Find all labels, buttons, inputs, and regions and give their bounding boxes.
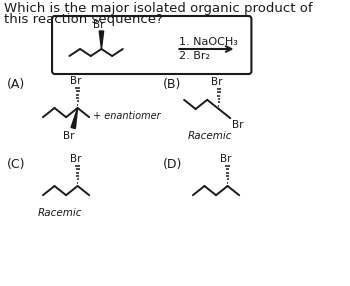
- Text: Br: Br: [232, 120, 244, 130]
- FancyBboxPatch shape: [52, 16, 251, 74]
- Text: (D): (D): [163, 158, 183, 171]
- Text: Br: Br: [70, 154, 82, 164]
- Text: Br: Br: [220, 154, 232, 164]
- Text: Br: Br: [211, 77, 223, 87]
- Text: Br: Br: [63, 131, 75, 141]
- Text: Racemic: Racemic: [38, 208, 82, 218]
- Text: (C): (C): [7, 158, 26, 171]
- Polygon shape: [99, 31, 104, 49]
- Text: + enantiomer: + enantiomer: [93, 111, 160, 121]
- Text: Racemic: Racemic: [188, 131, 232, 141]
- Text: Which is the major isolated organic product of: Which is the major isolated organic prod…: [5, 2, 313, 15]
- Text: Br: Br: [93, 20, 105, 30]
- Text: (A): (A): [7, 78, 25, 91]
- Text: (B): (B): [163, 78, 182, 91]
- Text: 1. NaOCH₃: 1. NaOCH₃: [179, 37, 238, 47]
- Text: 2. Br₂: 2. Br₂: [179, 51, 210, 61]
- Text: Br: Br: [70, 76, 82, 86]
- Text: this reaction sequence?: this reaction sequence?: [5, 13, 163, 26]
- Polygon shape: [71, 108, 78, 129]
